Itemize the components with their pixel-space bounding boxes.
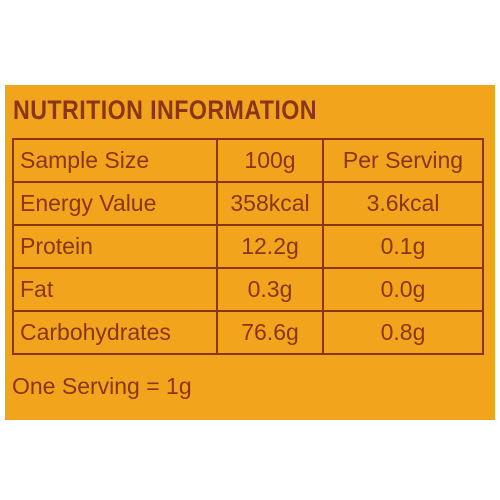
table-row: Sample Size 100g Per Serving — [12, 138, 484, 183]
table-row: Protein 12.2g 0.1g — [12, 224, 484, 269]
table-cell: Energy Value — [12, 181, 218, 226]
title: NUTRITION INFORMATION — [13, 95, 317, 125]
nutrition-table: Sample Size 100g Per Serving Energy Value 35… — [12, 138, 484, 355]
table-cell: Per Serving — [322, 138, 484, 183]
table-row: Energy Value 358kcal 3.6kcal — [12, 181, 484, 226]
table-cell: Sample Size — [12, 138, 218, 183]
table-cell: 76.6g — [216, 310, 324, 355]
table-cell: 0.0g — [322, 267, 484, 312]
table-cell: 3.6kcal — [322, 181, 484, 226]
nutrition-label: NUTRITION INFORMATION Sample Size 100g Per… — [5, 85, 495, 420]
table-cell: Carbohydrates — [12, 310, 218, 355]
table-cell: 0.3g — [216, 267, 324, 312]
serving-note: One Serving = 1g — [12, 373, 192, 399]
table-row: Fat 0.3g 0.0g — [12, 267, 484, 312]
table-cell: 358kcal — [216, 181, 324, 226]
table-cell: 100g — [216, 138, 324, 183]
table-cell: Protein — [12, 224, 218, 269]
table-body: Sample Size 100g Per Serving Energy Value 35… — [12, 138, 484, 355]
table-cell: 12.2g — [216, 224, 324, 269]
table-cell: 0.1g — [322, 224, 484, 269]
table-cell: Fat — [12, 267, 218, 312]
table-cell: 0.8g — [322, 310, 484, 355]
table-row: Carbohydrates 76.6g 0.8g — [12, 310, 484, 355]
